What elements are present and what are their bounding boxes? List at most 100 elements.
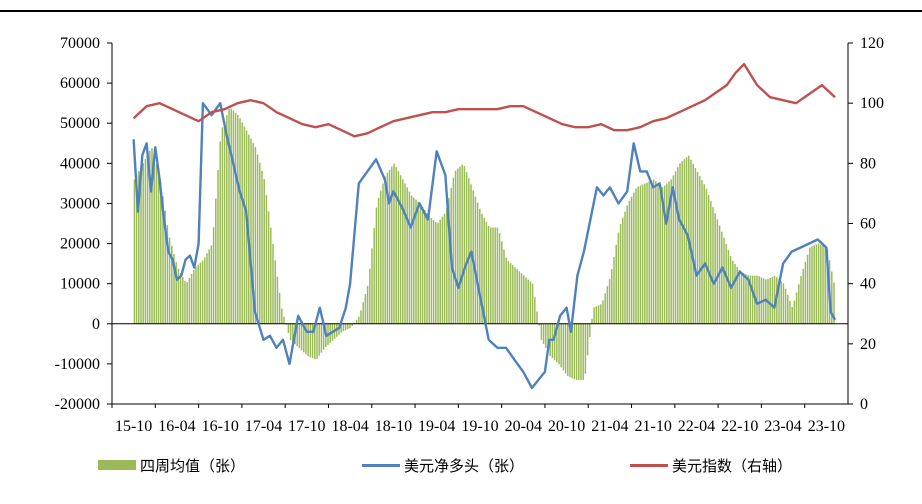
bar	[773, 275, 776, 324]
bar	[474, 196, 477, 324]
bar	[624, 211, 626, 324]
bar	[371, 248, 373, 324]
bar	[578, 323, 580, 380]
bar	[523, 275, 525, 324]
bar	[369, 268, 371, 324]
bar	[749, 275, 752, 324]
bar	[542, 323, 545, 344]
bar	[525, 277, 527, 324]
bar	[487, 226, 490, 324]
bar	[758, 276, 760, 324]
bar	[705, 188, 708, 324]
bar	[153, 156, 155, 324]
bar	[556, 323, 558, 363]
bar	[300, 323, 303, 351]
bar	[802, 268, 804, 324]
bar	[514, 267, 516, 324]
bar	[637, 186, 639, 324]
bar	[155, 164, 158, 324]
bar	[806, 254, 809, 324]
bar	[149, 150, 151, 324]
bar	[498, 233, 501, 324]
bar	[800, 276, 802, 324]
bar	[424, 209, 426, 324]
bar	[501, 241, 503, 324]
bar	[342, 323, 345, 332]
legend-label-usd-net-long: 美元净多头（张）	[404, 456, 525, 475]
bar	[252, 142, 254, 324]
bar	[316, 323, 318, 359]
bar	[439, 219, 441, 324]
bar	[344, 323, 347, 331]
bar	[509, 263, 512, 324]
bar	[740, 272, 743, 324]
right-tick-label: 60	[860, 216, 876, 233]
bar	[177, 268, 180, 324]
right-tick-label: 100	[860, 95, 884, 112]
bar	[226, 115, 228, 324]
bar	[679, 163, 681, 324]
bar	[228, 108, 230, 324]
bar	[281, 308, 283, 324]
axes	[107, 42, 853, 408]
bar	[725, 243, 727, 324]
bar	[263, 179, 265, 324]
bar	[461, 164, 463, 324]
bar	[694, 167, 697, 324]
bar	[586, 323, 589, 356]
bar	[201, 260, 204, 324]
bar	[206, 253, 208, 324]
bar	[683, 159, 686, 324]
bar	[314, 323, 316, 360]
bar	[622, 217, 624, 324]
bar	[349, 323, 351, 329]
bar	[743, 273, 745, 324]
left-tick-label: 20000	[60, 236, 100, 253]
bar	[534, 297, 536, 324]
bar	[428, 215, 430, 324]
bar	[791, 306, 793, 324]
bar	[820, 244, 822, 324]
bar	[674, 171, 677, 324]
bar	[716, 219, 719, 324]
x-tick-label: 21-10	[635, 418, 672, 435]
bar	[481, 213, 483, 324]
left-tick-label: 70000	[60, 35, 100, 52]
bar	[144, 159, 147, 324]
bar	[309, 323, 312, 358]
bar	[402, 179, 404, 324]
bar	[256, 154, 259, 324]
bar	[571, 323, 573, 379]
bar	[751, 275, 754, 324]
bar	[168, 237, 171, 324]
bar	[382, 183, 384, 324]
bar	[190, 273, 193, 324]
bar	[404, 183, 406, 324]
left-tick-label: 50000	[60, 115, 100, 132]
bar	[490, 227, 492, 324]
bar	[254, 146, 257, 324]
bar	[668, 181, 670, 324]
bar	[494, 227, 496, 324]
bar	[223, 121, 226, 324]
bar	[259, 162, 261, 324]
bar	[606, 286, 609, 324]
bar	[215, 198, 217, 324]
bar	[553, 323, 556, 361]
legend-swatch-bar	[98, 460, 136, 470]
bar	[179, 273, 182, 324]
bar	[815, 244, 818, 324]
bar	[441, 216, 444, 324]
bar	[787, 294, 789, 324]
bar	[496, 227, 499, 324]
bar	[239, 118, 241, 324]
bar	[650, 180, 653, 324]
bar	[747, 275, 749, 324]
bar	[692, 163, 694, 324]
legend-item-dollar-index: 美元指数（右轴）	[630, 452, 792, 478]
bar	[182, 277, 184, 324]
bar	[261, 170, 263, 324]
bar	[419, 203, 422, 324]
bar	[305, 323, 307, 355]
bar	[793, 300, 796, 324]
